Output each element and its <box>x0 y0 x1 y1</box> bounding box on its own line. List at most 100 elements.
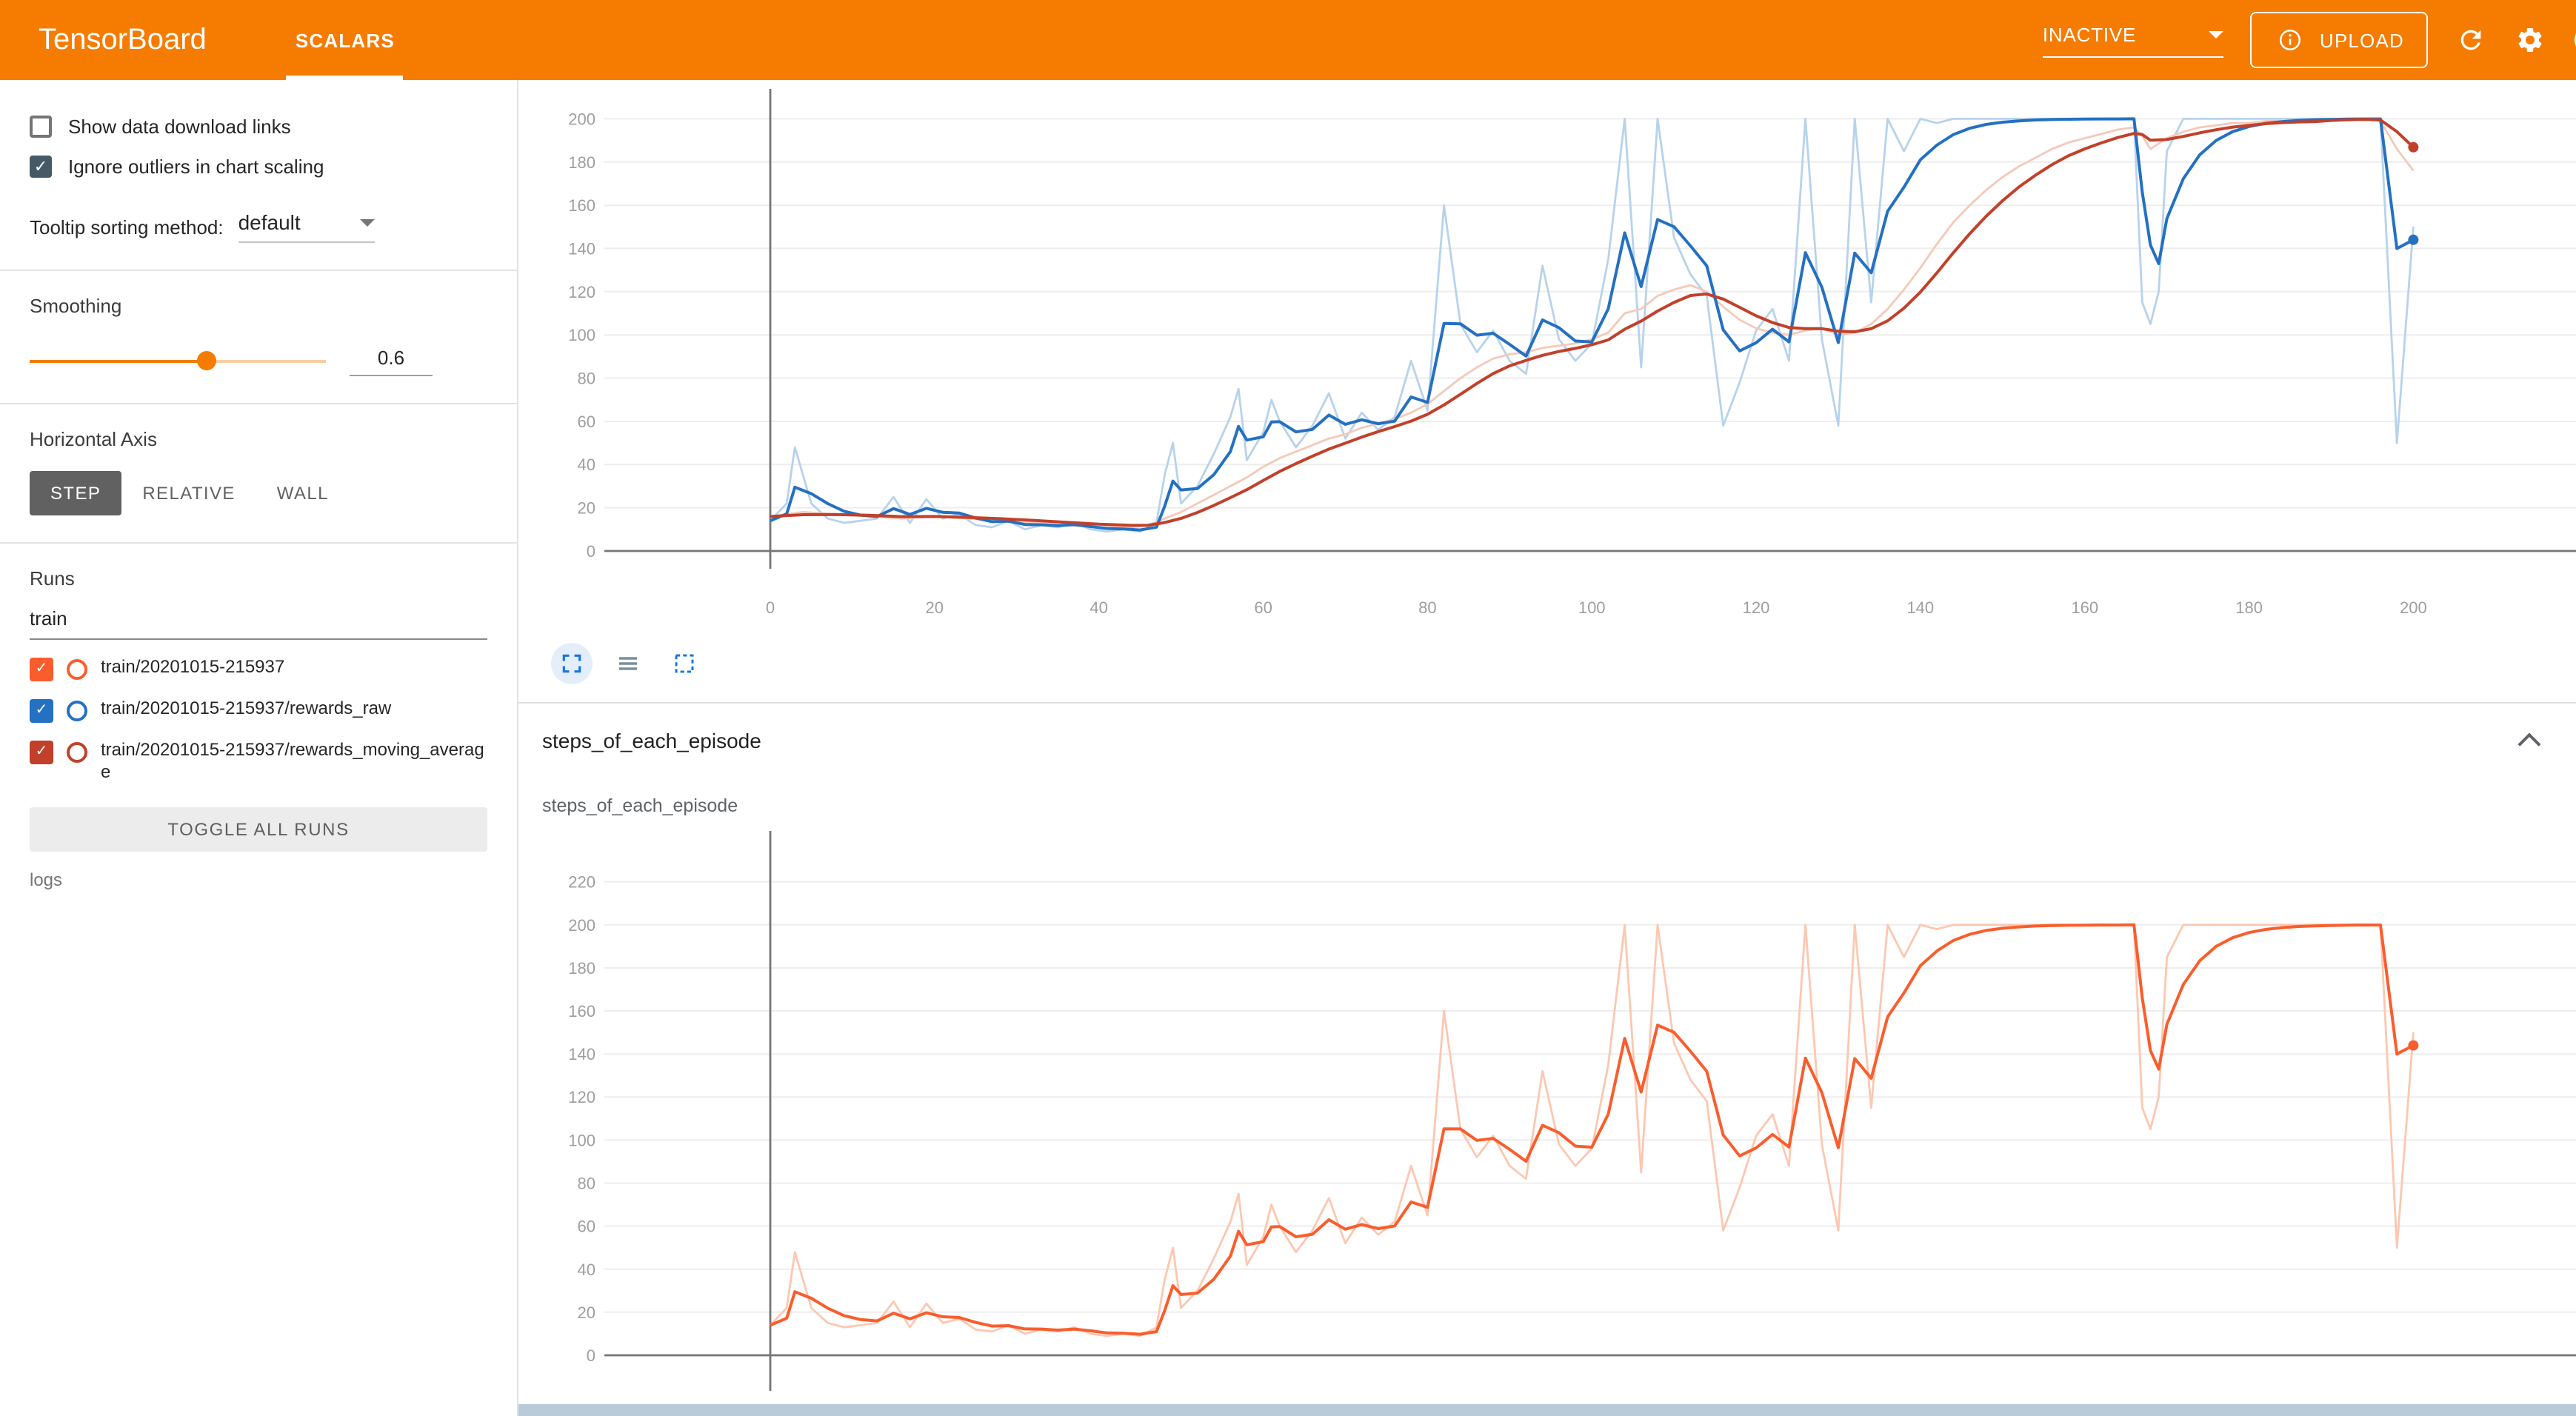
ignore-outliers-row[interactable]: Ignore outliers in chart scaling <box>30 147 487 187</box>
ignore-outliers-checkbox[interactable] <box>30 156 52 178</box>
svg-text:120: 120 <box>568 283 595 301</box>
svg-text:180: 180 <box>2235 598 2263 617</box>
rewards-chart[interactable]: 0 20 40 60 80 100 120 140 160 180 200 0 20 40 60 80 100 1… <box>518 80 2576 631</box>
svg-text:120: 120 <box>568 1088 595 1106</box>
status-label: INACTIVE <box>2042 23 2137 45</box>
svg-text:80: 80 <box>1418 598 1436 617</box>
svg-text:160: 160 <box>568 1002 595 1021</box>
app-title: TensorBoard <box>39 23 207 56</box>
upload-button[interactable]: UPLOAD <box>2249 12 2428 68</box>
svg-text:60: 60 <box>578 413 595 431</box>
toggle-all-runs-button[interactable]: TOGGLE ALL RUNS <box>30 807 487 852</box>
logs-label: logs <box>30 869 63 890</box>
svg-text:200: 200 <box>568 110 595 128</box>
tooltip-sort-label: Tooltip sorting method: <box>30 216 224 238</box>
chevron-up-icon[interactable] <box>2517 732 2541 755</box>
smoothing-slider[interactable] <box>30 351 326 370</box>
svg-text:140: 140 <box>568 239 595 258</box>
show-download-links-row[interactable]: Show data download links <box>30 107 487 147</box>
tab-scalars[interactable]: SCALARS <box>286 0 404 80</box>
axis-wall-button[interactable]: WALL <box>276 483 329 504</box>
svg-text:60: 60 <box>578 1218 595 1236</box>
chevron-down-icon <box>2208 30 2223 38</box>
run-color-circle[interactable] <box>67 701 87 721</box>
section-steps-of-each-episode[interactable]: steps_of_each_episode <box>518 704 2576 778</box>
main-content: 0 20 40 60 80 100 120 140 160 180 200 0 20 40 60 80 100 1… <box>518 80 2576 1416</box>
svg-text:180: 180 <box>568 959 595 978</box>
slider-knob[interactable] <box>197 351 216 370</box>
divider <box>0 403 517 404</box>
help-icon[interactable] <box>2573 24 2576 56</box>
svg-text:20: 20 <box>926 598 944 617</box>
slider-fill <box>30 360 207 363</box>
app-header: TensorBoard SCALARS INACTIVE UPLOAD <box>0 0 2576 80</box>
settings-sidebar: Show data download links Ignore outliers… <box>0 80 518 1416</box>
smoothing-value-field[interactable]: 0.6 <box>350 347 433 376</box>
svg-text:100: 100 <box>568 326 595 344</box>
ignore-outliers-label: Ignore outliers in chart scaling <box>68 156 324 178</box>
runs-label: Runs <box>30 567 75 590</box>
smoothing-label: Smoothing <box>30 295 122 317</box>
data-table-button[interactable] <box>607 643 649 684</box>
settings-gear-button[interactable] <box>2514 24 2546 56</box>
svg-text:20: 20 <box>578 1303 595 1322</box>
bottom-strip <box>518 1404 2576 1416</box>
svg-text:180: 180 <box>568 153 595 172</box>
svg-text:40: 40 <box>1090 598 1107 617</box>
section-title: steps_of_each_episode <box>542 729 761 752</box>
svg-text:60: 60 <box>1254 598 1272 617</box>
svg-text:80: 80 <box>578 370 595 388</box>
run-name: train/20201015-215937 <box>101 656 285 677</box>
axis-step-button[interactable]: STEP <box>30 471 122 515</box>
status-dropdown[interactable]: INACTIVE <box>2042 23 2223 57</box>
chart-title: steps_of_each_episode <box>542 795 738 816</box>
svg-text:120: 120 <box>1743 598 1770 617</box>
svg-text:100: 100 <box>1578 598 1606 617</box>
chart-actions <box>551 634 2576 693</box>
run-color-circle[interactable] <box>67 659 87 680</box>
run-name: train/20201015-215937/rewards_moving_ave… <box>101 739 484 782</box>
run-row-rewards-raw[interactable]: train/20201015-215937/rewards_raw <box>30 698 487 723</box>
run-color-circle[interactable] <box>67 742 87 763</box>
svg-text:220: 220 <box>568 873 595 892</box>
header-actions: INACTIVE UPLOAD <box>2042 12 2576 68</box>
svg-text:200: 200 <box>2400 598 2427 617</box>
refresh-button[interactable] <box>2455 24 2487 56</box>
horizontal-axis-label: Horizontal Axis <box>30 428 157 450</box>
info-icon <box>2274 24 2306 56</box>
runs-filter-input[interactable] <box>30 607 487 640</box>
tooltip-sort-value: default <box>238 210 301 234</box>
steps-chart-card: steps_of_each_episode 0 20 40 60 80 100 120 140… <box>518 778 2576 1415</box>
upload-label: UPLOAD <box>2319 29 2404 51</box>
show-download-links-label: Show data download links <box>68 116 291 138</box>
svg-text:40: 40 <box>578 455 595 474</box>
run-row-rewards-moving-average[interactable]: train/20201015-215937/rewards_moving_ave… <box>30 739 487 784</box>
svg-text:140: 140 <box>568 1045 595 1063</box>
svg-text:200: 200 <box>568 916 595 935</box>
svg-text:0: 0 <box>587 1346 595 1365</box>
svg-text:40: 40 <box>578 1260 595 1279</box>
svg-text:20: 20 <box>578 499 595 518</box>
show-download-links-checkbox[interactable] <box>30 116 52 138</box>
svg-text:100: 100 <box>568 1131 595 1149</box>
expand-chart-button[interactable] <box>551 643 593 684</box>
run-checkbox[interactable] <box>30 699 53 723</box>
svg-text:80: 80 <box>578 1175 595 1193</box>
svg-text:0: 0 <box>587 542 595 561</box>
chevron-down-icon <box>359 218 375 226</box>
run-checkbox[interactable] <box>30 741 53 764</box>
svg-text:140: 140 <box>1906 598 1934 617</box>
steps-chart[interactable]: 0 20 40 60 80 100 120 140 160 180 200 220 <box>518 828 2576 1415</box>
run-row-train[interactable]: train/20201015-215937 <box>30 656 487 681</box>
svg-text:160: 160 <box>568 196 595 215</box>
fit-domain-button[interactable] <box>664 643 705 684</box>
run-name: train/20201015-215937/rewards_raw <box>101 698 392 718</box>
svg-text:160: 160 <box>2071 598 2098 617</box>
divider <box>518 702 2576 704</box>
axis-relative-button[interactable]: RELATIVE <box>142 483 236 504</box>
tooltip-sort-select[interactable]: default <box>238 210 375 243</box>
divider <box>0 542 517 544</box>
run-checkbox[interactable] <box>30 658 53 681</box>
divider <box>0 270 517 271</box>
